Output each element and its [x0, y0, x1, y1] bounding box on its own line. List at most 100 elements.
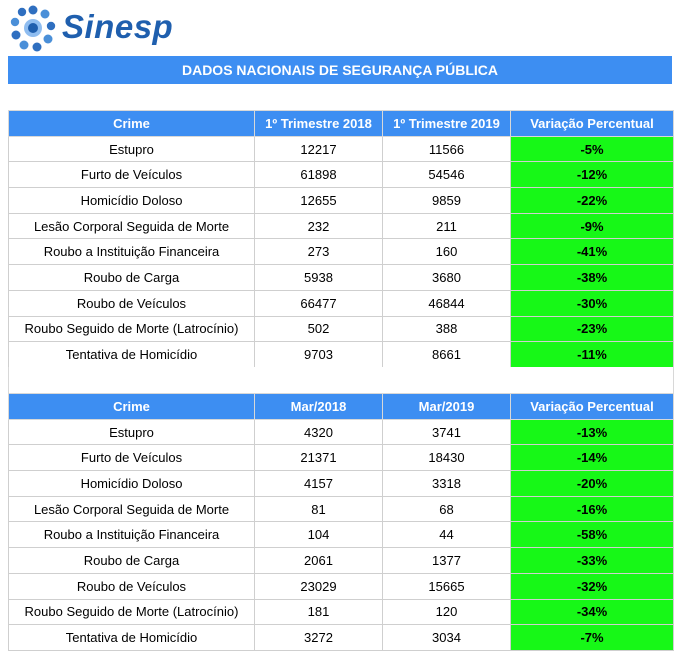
table-row: Roubo a Instituição Financeira 273 160 -41% [8, 238, 674, 266]
crime-cell: Roubo Seguido de Morte (Latrocínio) [8, 315, 255, 343]
variation-cell: -11% [510, 341, 674, 368]
crime-cell: Lesão Corporal Seguida de Morte [8, 212, 255, 240]
page-title: DADOS NACIONAIS DE SEGURANÇA PÚBLICA [181, 62, 499, 78]
value-cell-a: 9703 [254, 341, 383, 368]
crime-cell: Homicídio Doloso [8, 187, 255, 214]
variation-cell: -13% [510, 418, 674, 446]
variation-cell: -23% [510, 315, 674, 343]
value-cell-b: 1377 [382, 547, 511, 574]
table-row: Homicídio Doloso 12655 9859 -22% [8, 187, 674, 214]
value-cell-a: 5938 [254, 264, 383, 291]
variation-cell: -38% [510, 264, 674, 291]
table-row: Roubo Seguido de Morte (Latrocínio) 502 38… [8, 315, 674, 343]
table-header-row: Crime 1º Trimestre 2018 1º Trimestre 201… [8, 110, 674, 137]
table-row: Roubo de Veículos 23029 15665 -32% [8, 572, 674, 600]
table-row: Furto de Veículos 61898 54546 -12% [8, 161, 674, 189]
table-row: Estupro 4320 3741 -13% [8, 418, 674, 446]
value-cell-a: 502 [254, 315, 383, 343]
variation-cell: -30% [510, 289, 674, 317]
value-cell-a: 2061 [254, 547, 383, 574]
crime-cell: Furto de Veículos [8, 161, 255, 189]
crime-cell: Roubo de Veículos [8, 572, 255, 600]
variation-cell: -5% [510, 135, 674, 163]
crime-cell: Tentativa de Homicídio [8, 624, 255, 651]
table-row: Roubo a Instituição Financeira 104 44 -58% [8, 521, 674, 549]
crime-cell: Estupro [8, 135, 255, 163]
value-cell-a: 104 [254, 521, 383, 549]
quarterly-table: Crime 1º Trimestre 2018 1º Trimestre 201… [8, 110, 674, 368]
value-cell-a: 181 [254, 598, 383, 626]
logo-text: Sinesp [62, 8, 174, 45]
value-cell-b: 11566 [382, 135, 511, 163]
variation-cell: -41% [510, 238, 674, 266]
variation-cell: -7% [510, 624, 674, 651]
crime-cell: Roubo de Carga [8, 264, 255, 291]
variation-cell: -12% [510, 161, 674, 189]
value-cell-b: 3318 [382, 470, 511, 497]
value-cell-b: 3680 [382, 264, 511, 291]
table-header-row: Crime Mar/2018 Mar/2019 Variação Percent… [8, 393, 674, 420]
table-row: Roubo de Carga 5938 3680 -38% [8, 264, 674, 291]
value-cell-a: 3272 [254, 624, 383, 651]
value-cell-a: 12655 [254, 187, 383, 214]
crime-cell: Roubo a Instituição Financeira [8, 521, 255, 549]
value-cell-a: 273 [254, 238, 383, 266]
crime-cell: Homicídio Doloso [8, 470, 255, 497]
value-cell-b: 54546 [382, 161, 511, 189]
value-cell-a: 4157 [254, 470, 383, 497]
value-cell-b: 68 [382, 495, 511, 523]
crime-cell: Tentativa de Homicídio [8, 341, 255, 368]
table-row: Furto de Veículos 21371 18430 -14% [8, 444, 674, 472]
page-title-banner: DADOS NACIONAIS DE SEGURANÇA PÚBLICA [8, 56, 672, 84]
table-row: Roubo de Carga 2061 1377 -33% [8, 547, 674, 574]
column-header-crime: Crime [8, 110, 255, 137]
column-header-variation: Variação Percentual [510, 110, 674, 137]
column-header-period-a: 1º Trimestre 2018 [254, 110, 383, 137]
table-row: Lesão Corporal Seguida de Morte 232 211 -9% [8, 212, 674, 240]
value-cell-b: 46844 [382, 289, 511, 317]
value-cell-b: 15665 [382, 572, 511, 600]
value-cell-a: 66477 [254, 289, 383, 317]
column-header-period-a: Mar/2018 [254, 393, 383, 420]
value-cell-b: 120 [382, 598, 511, 626]
monthly-table: Crime Mar/2018 Mar/2019 Variação Percent… [8, 393, 674, 651]
table-row: Tentativa de Homicídio 9703 8661 -11% [8, 341, 674, 368]
variation-cell: -32% [510, 572, 674, 600]
value-cell-b: 3741 [382, 418, 511, 446]
variation-cell: -9% [510, 212, 674, 240]
value-cell-a: 61898 [254, 161, 383, 189]
variation-cell: -14% [510, 444, 674, 472]
value-cell-b: 3034 [382, 624, 511, 651]
table-separator [8, 367, 674, 393]
crime-cell: Lesão Corporal Seguida de Morte [8, 495, 255, 523]
table-row: Roubo Seguido de Morte (Latrocínio) 181 12… [8, 598, 674, 626]
value-cell-b: 160 [382, 238, 511, 266]
crime-cell: Roubo de Veículos [8, 289, 255, 317]
value-cell-b: 44 [382, 521, 511, 549]
crime-cell: Roubo Seguido de Morte (Latrocínio) [8, 598, 255, 626]
variation-cell: -20% [510, 470, 674, 497]
table-row: Homicídio Doloso 4157 3318 -20% [8, 470, 674, 497]
value-cell-b: 9859 [382, 187, 511, 214]
crime-cell: Roubo de Carga [8, 547, 255, 574]
column-header-variation: Variação Percentual [510, 393, 674, 420]
value-cell-a: 12217 [254, 135, 383, 163]
value-cell-b: 211 [382, 212, 511, 240]
sinesp-logo-icon [10, 5, 56, 52]
variation-cell: -16% [510, 495, 674, 523]
table-row: Tentativa de Homicídio 3272 3034 -7% [8, 624, 674, 651]
value-cell-b: 18430 [382, 444, 511, 472]
table-row: Roubo de Veículos 66477 46844 -30% [8, 289, 674, 317]
value-cell-a: 23029 [254, 572, 383, 600]
column-header-period-b: 1º Trimestre 2019 [382, 110, 511, 137]
sinesp-logo: Sinesp [8, 4, 268, 54]
column-header-period-b: Mar/2019 [382, 393, 511, 420]
variation-cell: -58% [510, 521, 674, 549]
crime-cell: Roubo a Instituição Financeira [8, 238, 255, 266]
variation-cell: -33% [510, 547, 674, 574]
value-cell-b: 388 [382, 315, 511, 343]
table-row: Estupro 12217 11566 -5% [8, 135, 674, 163]
value-cell-a: 4320 [254, 418, 383, 446]
table-row: Lesão Corporal Seguida de Morte 81 68 -16% [8, 495, 674, 523]
variation-cell: -22% [510, 187, 674, 214]
